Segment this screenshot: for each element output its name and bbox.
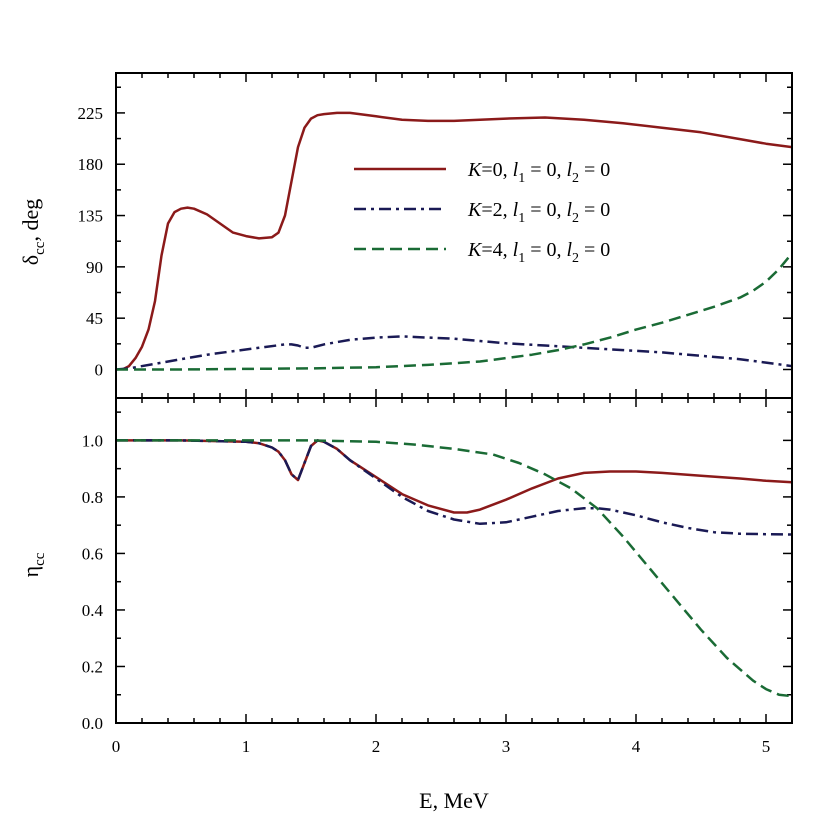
top-y-axis-symbol: δ [18, 255, 43, 265]
bottom-y-tick-label: 0.2 [82, 657, 103, 676]
top-series-k0 [121, 111, 792, 371]
top-series-k2 [116, 335, 792, 371]
bottom-y-axis-symbol: η [18, 566, 43, 578]
x-tick-label: 0 [112, 737, 121, 756]
top-y-tick-label: 225 [78, 104, 104, 123]
top-y-tick-label: 0 [95, 360, 104, 379]
bottom-plot-frame [115, 397, 793, 724]
x-tick-label: 3 [502, 737, 511, 756]
legend-item-k2: K=2, l1 = 0, l2 = 0 [354, 199, 610, 226]
bottom-panel: 0 1 2 3 4 5 0.0 0.2 0.4 0.6 0.8 1.0 [82, 397, 793, 756]
legend-label: K=2, l1 = 0, l2 = 0 [467, 199, 610, 226]
top-panel: 0 45 90 135 180 225 [78, 72, 793, 399]
legend-item-k0: K=0, l1 = 0, l2 = 0 [354, 159, 610, 186]
top-y-axis-subscript: cc [32, 241, 48, 255]
bottom-series-k2 [116, 439, 792, 536]
legend: K=0, l1 = 0, l2 = 0 K=2, l1 = 0, l2 = 0 K=… [354, 159, 610, 266]
top-y-axis-title: δcc, deg [18, 199, 48, 265]
bottom-y-axis-title: ηcc [18, 552, 48, 577]
bottom-y-tick-label: 0.6 [82, 544, 103, 563]
top-y-tick-label: 135 [78, 207, 104, 226]
x-axis-title: E, MeV [419, 788, 489, 813]
bottom-y-tick-label: 1.0 [82, 431, 103, 450]
bottom-series-k4 [116, 439, 792, 698]
x-tick-label: 4 [632, 737, 641, 756]
x-tick-label: 5 [762, 737, 771, 756]
top-series-k4 [116, 252, 792, 371]
bottom-y-tick-label: 0.4 [82, 601, 104, 620]
x-tick-label: 2 [372, 737, 381, 756]
x-tick-label: 1 [242, 737, 251, 756]
top-y-tick-label: 180 [78, 155, 104, 174]
bottom-y-tick-label: 0.8 [82, 488, 103, 507]
legend-label: K=4, l1 = 0, l2 = 0 [467, 239, 610, 266]
top-y-tick-label: 90 [86, 258, 103, 277]
top-y-axis-unit: , deg [18, 199, 43, 242]
legend-item-k4: K=4, l1 = 0, l2 = 0 [354, 239, 610, 266]
bottom-series-k0 [116, 439, 792, 514]
bottom-y-tick-label: 0.0 [82, 714, 103, 733]
top-y-tick-label: 45 [86, 309, 103, 328]
bottom-y-axis-subscript: cc [32, 552, 48, 566]
legend-label: K=0, l1 = 0, l2 = 0 [467, 159, 610, 186]
